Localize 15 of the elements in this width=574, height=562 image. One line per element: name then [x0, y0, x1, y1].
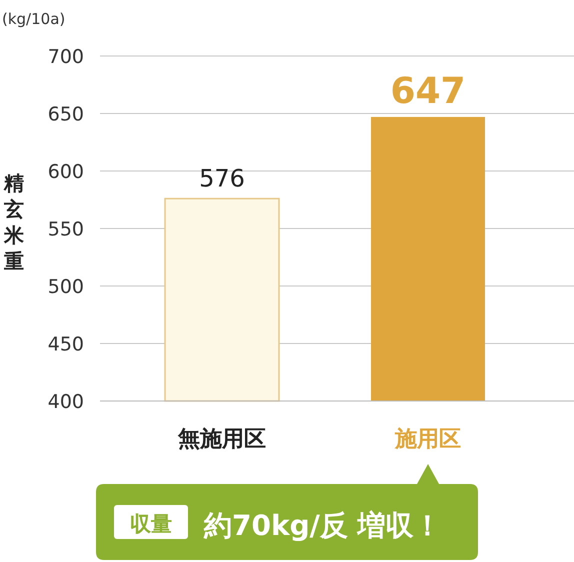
y-tick-label: 700 [48, 46, 84, 68]
text: 約70kg/反 増収！ [203, 509, 442, 542]
y-tick-label: 550 [48, 218, 84, 240]
y-tick-label: 400 [48, 391, 84, 413]
data-label: 576 [199, 164, 245, 193]
y-tick-label: 500 [48, 276, 84, 298]
text: (kg/10a) [2, 10, 66, 28]
x-tick-label: 無施用区 [177, 427, 266, 452]
data-label: 647 [390, 70, 466, 112]
x-tick-label: 施用区 [394, 427, 461, 452]
y-tick-label: 650 [48, 104, 84, 126]
y-axis-title: 精玄米重 [3, 171, 25, 273]
text: 収量 [130, 512, 172, 536]
y-tick-label: 450 [48, 334, 84, 356]
y-tick-label: 600 [48, 161, 84, 183]
